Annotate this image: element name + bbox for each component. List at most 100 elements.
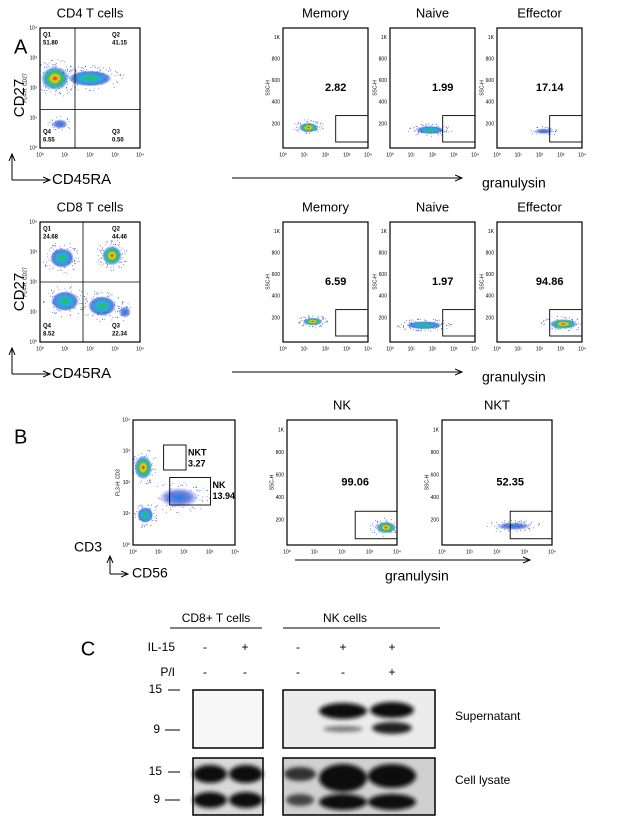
event-dot bbox=[300, 317, 302, 319]
panel-label: A bbox=[14, 36, 28, 58]
event-dot bbox=[79, 295, 81, 297]
x-tick-label: 10² bbox=[86, 346, 94, 352]
event-dot bbox=[146, 454, 147, 456]
event-dot bbox=[420, 330, 422, 332]
event-dot bbox=[322, 128, 324, 130]
event-dot bbox=[115, 243, 116, 245]
group-label: NK cells bbox=[323, 611, 367, 625]
gate-value: 13.94 bbox=[213, 491, 236, 501]
event-dot bbox=[149, 482, 151, 483]
event-dot bbox=[79, 298, 80, 300]
y-tick-label: 800 bbox=[486, 57, 495, 63]
x-tick-label: 10⁰ bbox=[386, 152, 394, 158]
event-dot bbox=[119, 246, 121, 248]
event-dot bbox=[543, 319, 545, 321]
marker-label: 9 bbox=[153, 792, 160, 806]
event-dot bbox=[578, 328, 579, 330]
event-dot bbox=[71, 70, 72, 72]
event-dot bbox=[317, 316, 319, 318]
event-dot bbox=[430, 124, 432, 126]
event-dot bbox=[202, 499, 204, 501]
y-tick-label: 10³ bbox=[30, 249, 38, 255]
event-dot bbox=[399, 326, 401, 328]
event-dot bbox=[51, 247, 53, 249]
density-cloud bbox=[495, 522, 532, 531]
x-tick-label: 10¹ bbox=[466, 549, 474, 555]
event-dot bbox=[543, 324, 545, 326]
event-dot bbox=[119, 261, 121, 263]
event-dot bbox=[299, 317, 301, 319]
event-dot bbox=[154, 520, 156, 521]
event-dot bbox=[119, 266, 120, 268]
event-dot bbox=[301, 325, 303, 327]
event-dot bbox=[63, 79, 65, 81]
y-tick-label: 400 bbox=[272, 100, 281, 106]
event-dot bbox=[294, 123, 296, 125]
x-tick-label: 10³ bbox=[111, 346, 119, 352]
event-dot bbox=[156, 485, 158, 487]
event-dot bbox=[396, 326, 398, 328]
event-dot bbox=[430, 330, 432, 332]
y-tick-label: 10⁴ bbox=[122, 417, 130, 423]
event-dot bbox=[135, 514, 137, 516]
event-dot bbox=[495, 530, 497, 532]
plot-area bbox=[297, 309, 368, 337]
y-tick-label: 10⁴ bbox=[29, 219, 37, 225]
event-dot bbox=[575, 329, 577, 331]
x-tick-label: 10⁰ bbox=[283, 549, 291, 555]
x-tick-label: 10⁴ bbox=[393, 549, 401, 555]
event-dot bbox=[105, 241, 107, 243]
plot-area bbox=[407, 115, 475, 143]
event-dot bbox=[376, 521, 378, 523]
event-dot bbox=[327, 320, 328, 322]
event-dot bbox=[374, 531, 376, 533]
event-dot bbox=[105, 69, 107, 71]
event-dot bbox=[166, 511, 167, 513]
event-dot bbox=[45, 266, 47, 267]
event-dot bbox=[98, 87, 100, 89]
event-dot bbox=[74, 248, 76, 250]
event-dot bbox=[70, 287, 72, 288]
event-dot bbox=[376, 533, 377, 535]
event-dot bbox=[66, 81, 68, 83]
event-dot bbox=[43, 85, 44, 87]
event-dot bbox=[316, 122, 318, 124]
event-dot bbox=[79, 289, 81, 291]
event-dot bbox=[69, 127, 70, 129]
density-cloud bbox=[50, 248, 74, 268]
plot-title: Effector bbox=[517, 199, 562, 214]
x-tick-label: 10³ bbox=[206, 549, 214, 555]
event-dot bbox=[47, 63, 49, 65]
event-dot bbox=[183, 481, 185, 483]
event-dot bbox=[85, 314, 87, 316]
event-dot bbox=[426, 124, 428, 126]
event-dot bbox=[83, 295, 85, 297]
event-dot bbox=[207, 489, 208, 491]
event-dot bbox=[99, 69, 101, 71]
gate-value: 1.97 bbox=[432, 276, 453, 288]
x-tick-label: 10² bbox=[180, 549, 188, 555]
event-dot bbox=[48, 62, 50, 64]
x-tick-label: 10³ bbox=[521, 549, 529, 555]
y-tick-label: 10⁰ bbox=[122, 542, 130, 548]
event-dot bbox=[375, 519, 377, 521]
event-dot bbox=[207, 500, 209, 502]
event-dot bbox=[424, 319, 425, 321]
event-dot bbox=[303, 316, 305, 318]
event-dot bbox=[322, 127, 324, 129]
event-dot bbox=[319, 128, 321, 130]
event-dot bbox=[75, 71, 77, 73]
event-dot bbox=[107, 295, 109, 297]
y-tick-label: 200 bbox=[272, 315, 281, 321]
event-dot bbox=[414, 130, 416, 131]
event-dot bbox=[445, 131, 447, 133]
group-label: CD8+ T cells bbox=[182, 611, 251, 625]
plot-frame bbox=[496, 27, 583, 149]
y-tick-label: 400 bbox=[486, 100, 495, 106]
event-dot bbox=[133, 459, 135, 460]
event-dot bbox=[55, 65, 57, 67]
event-dot bbox=[412, 329, 414, 331]
event-dot bbox=[55, 90, 57, 92]
event-dot bbox=[324, 322, 326, 324]
event-dot bbox=[117, 316, 119, 318]
